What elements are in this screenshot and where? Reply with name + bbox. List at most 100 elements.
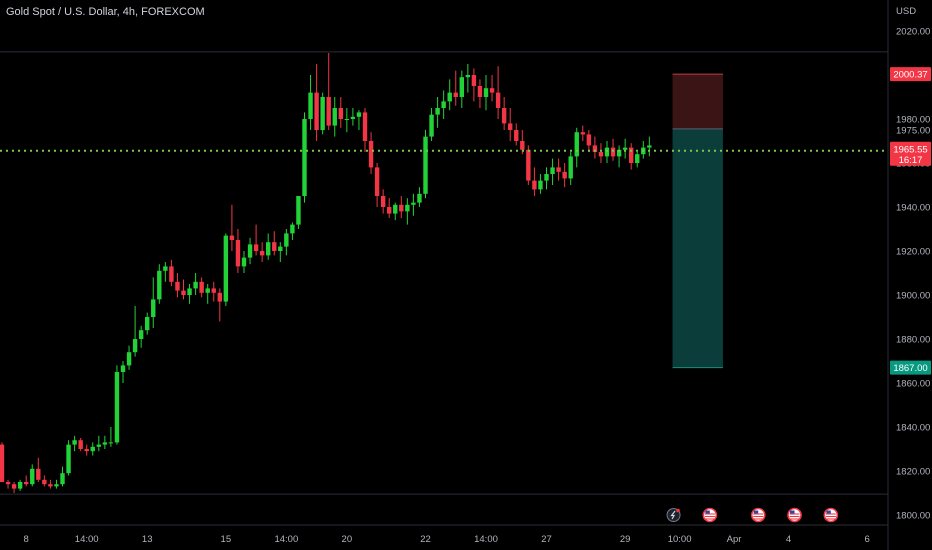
candle-body	[471, 75, 477, 86]
us-flag-icon[interactable]	[750, 507, 766, 523]
candle-body	[187, 288, 192, 295]
candle-body	[610, 147, 616, 157]
candle	[380, 189, 386, 214]
candle-body	[138, 330, 144, 339]
target-price-badge	[890, 360, 931, 375]
short-position-tool[interactable]	[672, 73, 723, 369]
candle-body	[362, 112, 368, 141]
candle	[126, 345, 132, 370]
candle-body	[0, 444, 5, 482]
candle	[405, 198, 410, 225]
candle-body	[580, 132, 585, 135]
candle	[441, 90, 446, 119]
candle-body	[393, 204, 398, 214]
candle-body	[604, 147, 610, 157]
candle	[278, 242, 283, 262]
candle-body	[332, 108, 337, 126]
candle	[532, 167, 537, 196]
candle-body	[90, 446, 95, 452]
current-price-badge	[890, 141, 931, 166]
time-tick-label: 4	[786, 534, 791, 545]
candle	[356, 110, 362, 130]
candle-body	[598, 152, 604, 157]
candle-body	[78, 440, 83, 449]
candle	[526, 145, 531, 185]
candle	[17, 479, 23, 491]
stop-price-label: 2000.37	[893, 70, 927, 81]
dividend-icon-dot	[676, 508, 680, 513]
candle	[36, 457, 41, 482]
candle-body	[17, 482, 23, 489]
candle-body	[411, 202, 416, 205]
candle-body	[495, 92, 501, 108]
us-flag-icon[interactable]	[787, 507, 802, 523]
candle	[326, 53, 331, 130]
candle	[5, 479, 11, 489]
dividend-icon[interactable]	[666, 508, 681, 522]
time-tick-label: 20	[342, 534, 353, 545]
candle-body	[399, 204, 404, 212]
candle	[96, 435, 101, 452]
candle-body	[223, 235, 229, 302]
candle-body	[435, 108, 440, 115]
candle	[175, 273, 180, 298]
price-tick-label: 1980.00	[896, 115, 930, 126]
candle-body	[11, 484, 17, 489]
candle-body	[157, 270, 162, 300]
candle-body	[374, 167, 380, 196]
price-axis[interactable]	[888, 0, 932, 550]
currency-label: USD	[896, 6, 916, 17]
flag-icon-canton	[705, 510, 710, 515]
candle-body	[169, 266, 174, 282]
candle-body	[302, 119, 307, 196]
price-tick-label: 1840.00	[896, 423, 930, 434]
candle	[114, 365, 120, 445]
stop-loss-zone	[672, 74, 723, 129]
candle	[501, 97, 507, 130]
candle	[102, 435, 108, 449]
candle-body	[259, 251, 265, 256]
candle	[647, 136, 652, 157]
candle	[163, 262, 168, 282]
price-tick-label: 1820.00	[896, 467, 930, 478]
time-tick-label: 14:00	[75, 534, 99, 545]
candle	[90, 442, 95, 456]
time-tick-label: 15	[221, 534, 232, 545]
candle	[193, 273, 198, 295]
candle	[11, 482, 17, 493]
candle	[157, 264, 162, 304]
price-tick-label: 1940.00	[896, 203, 930, 214]
candle-body	[483, 88, 489, 97]
candle-body	[532, 180, 537, 190]
candle-body	[205, 288, 210, 293]
us-flag-icon[interactable]	[823, 507, 839, 523]
candle	[320, 92, 325, 135]
candle	[30, 464, 35, 487]
time-tick-label: 27	[541, 534, 552, 545]
candle-body	[126, 352, 132, 366]
candle	[24, 475, 29, 487]
event-markers[interactable]	[666, 507, 839, 523]
candle-body	[163, 266, 168, 271]
target-price-label: 1867.00	[893, 363, 927, 374]
candle-body	[441, 101, 446, 108]
candle	[465, 64, 471, 93]
time-tick-label: Apr	[727, 534, 742, 545]
candle	[181, 279, 186, 300]
time-tick-label: 22	[420, 534, 431, 545]
candle-body	[423, 136, 428, 194]
flag-icon-canton	[826, 510, 831, 515]
time-tick-label: 10:00	[668, 534, 692, 545]
candle-body	[459, 77, 464, 97]
candle-body	[350, 116, 356, 119]
take-profit-zone	[672, 128, 723, 368]
candle	[272, 231, 277, 256]
candle-body	[96, 444, 101, 447]
us-flag-icon[interactable]	[702, 507, 718, 523]
candle-body	[42, 479, 47, 485]
candle-body	[241, 257, 247, 267]
candle-body	[284, 233, 289, 247]
time-tick-label: 29	[620, 534, 631, 545]
candle	[629, 143, 634, 170]
candle	[66, 440, 71, 476]
